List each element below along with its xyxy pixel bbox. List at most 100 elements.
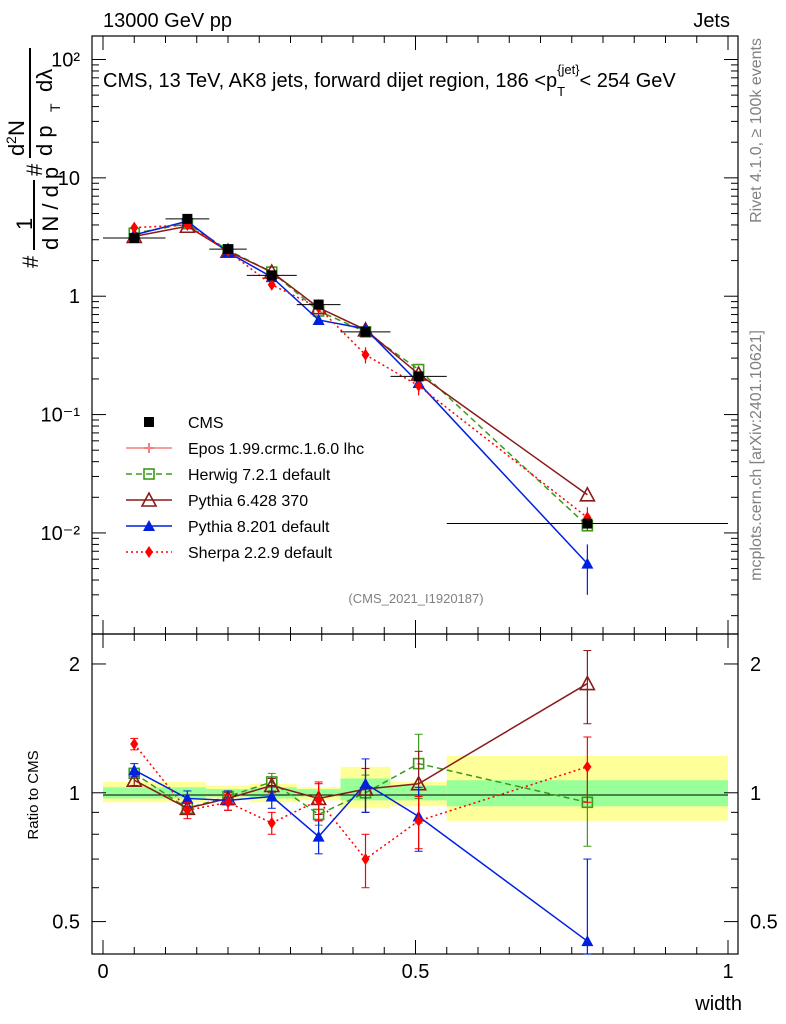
legend-label: CMS	[188, 415, 224, 432]
ylabel-sub-t: T	[47, 103, 63, 112]
sherpa-marker	[130, 738, 139, 751]
series-pythia8	[128, 215, 594, 595]
ratio-y-tick-labels: 0.5 0.5 1 1 2 2	[52, 654, 778, 934]
main-title: CMS, 13 TeV, AK8 jets, forward dijet reg…	[103, 62, 676, 99]
pythia8-ratio-line	[133, 769, 588, 942]
epos-marker	[144, 443, 154, 453]
pythia8-line	[134, 220, 588, 565]
ratio-y-tick-label-right: 0.5	[750, 912, 778, 934]
legend-item-pythia8: Pythia 8.201 default	[126, 519, 330, 536]
sherpa-marker	[314, 794, 323, 807]
main-ylabel: # 1 d N / d p # d 2 N d p T dλ	[3, 48, 63, 268]
sherpa-marker	[224, 796, 232, 809]
ratio-series-sherpa	[130, 736, 592, 889]
sherpa-marker	[414, 814, 423, 827]
cms-marker	[313, 299, 324, 310]
legend-label: Sherpa 2.2.9 default	[188, 545, 333, 562]
x-tick-label: 0	[97, 961, 108, 983]
header-right: Jets	[693, 10, 730, 32]
x-tick-label: 1	[722, 961, 733, 983]
cms-marker	[360, 326, 371, 337]
ylabel-d2n-d: d	[4, 144, 29, 156]
sherpa-marker	[414, 379, 423, 392]
sherpa-marker	[361, 348, 370, 361]
sherpa-line	[134, 224, 588, 519]
rivet-label: Rivet 4.1.0, ≥ 100k events	[748, 38, 765, 223]
band-inner	[103, 787, 207, 799]
mcplots-label: mcplots.cern.ch [arXiv:2401.10621]	[748, 330, 765, 581]
legend-item-pythia6: Pythia 6.428 370	[126, 491, 308, 510]
main-y-ticks	[92, 58, 738, 617]
ylabel-denominator: d N / d p	[38, 167, 63, 250]
ratio-ylabel: Ratio to CMS	[25, 750, 42, 839]
ylabel-d2n-n: N	[4, 120, 29, 136]
cms-marker	[223, 244, 233, 255]
series-cms	[103, 213, 728, 529]
pythia6-marker	[579, 674, 596, 691]
series-sherpa	[130, 218, 592, 531]
y-tick-label: 10²	[51, 49, 80, 71]
sherpa-marker	[361, 853, 370, 866]
ratio-x-ticks: 0 0.5 1	[97, 634, 734, 983]
sherpa-marker	[583, 760, 592, 773]
ylabel-hash-2: #	[22, 163, 47, 176]
main-y-tick-labels: 10⁻² 10⁻¹ 1 10 10²	[41, 49, 81, 544]
legend-item-epos: Epos 1.99.crmc.1.6.0 lhc	[126, 441, 364, 458]
pythia8-marker	[143, 520, 155, 531]
sherpa-marker	[267, 816, 276, 829]
herwig-line	[134, 222, 588, 527]
cms-marker	[182, 213, 193, 224]
cms-marker	[144, 417, 154, 427]
y-tick-label: 10⁻¹	[41, 405, 81, 427]
pythia8-marker	[265, 790, 278, 802]
pythia8-marker	[581, 557, 594, 569]
pythia8-marker	[581, 935, 594, 947]
ratio-y-tick-label: 0.5	[52, 912, 80, 934]
legend-label: Pythia 6.428 370	[188, 493, 308, 510]
ratio-series-group	[125, 650, 596, 955]
series-pythia6	[125, 217, 596, 502]
legend-item-sherpa: Sherpa 2.2.9 default	[126, 545, 333, 562]
ratio-y-tick-label: 1	[69, 783, 80, 805]
main-series-group	[103, 213, 728, 595]
cms-marker	[582, 518, 593, 529]
legend-item-herwig: Herwig 7.2.1 default	[126, 467, 331, 484]
ratio-y-tick-label: 2	[69, 654, 80, 676]
ylabel-dp: d p	[32, 125, 57, 156]
ratio-y-tick-label-right: 2	[750, 654, 761, 676]
header-left: 13000 GeV pp	[103, 10, 232, 32]
sherpa-marker	[183, 804, 192, 817]
legend-label: Pythia 8.201 default	[188, 519, 330, 536]
sherpa-ratio-line	[133, 743, 588, 861]
pythia8-marker	[359, 777, 372, 789]
legend: CMS Epos 1.99.crmc.1.6.0 lhc Herwig 7.2.1 …	[126, 415, 364, 562]
y-tick-label: 10⁻²	[41, 523, 81, 545]
legend-label: Herwig 7.2.1 default	[188, 467, 331, 484]
legend-item-cms: CMS	[144, 415, 224, 432]
watermark: (CMS_2021_I1920187)	[348, 591, 483, 606]
sherpa-marker	[130, 221, 139, 234]
pythia6-ratio-line	[133, 682, 588, 810]
herwig-marker	[143, 468, 155, 480]
main-x-ticks	[102, 36, 729, 634]
ratio-bands	[103, 755, 728, 821]
ratio-y-ticks	[92, 663, 738, 923]
pythia6-marker	[140, 491, 158, 507]
cms-marker	[413, 371, 424, 382]
ylabel-dlambda: dλ	[32, 69, 57, 92]
sherpa-marker	[145, 546, 153, 558]
y-tick-label: 1	[69, 286, 80, 308]
pythia6-marker	[125, 771, 143, 788]
sherpa-marker	[267, 278, 276, 291]
pythia8-marker	[128, 764, 141, 776]
x-axis-label: width	[694, 993, 742, 1015]
cms-marker	[266, 270, 277, 281]
ylabel-hash: #	[18, 255, 43, 268]
cms-marker	[129, 233, 140, 244]
legend-label: Epos 1.99.crmc.1.6.0 lhc	[188, 441, 364, 458]
y-tick-label: 10	[58, 168, 80, 190]
pythia8-marker	[312, 313, 325, 325]
pythia8-marker	[312, 830, 325, 842]
x-tick-label: 0.5	[402, 961, 430, 983]
